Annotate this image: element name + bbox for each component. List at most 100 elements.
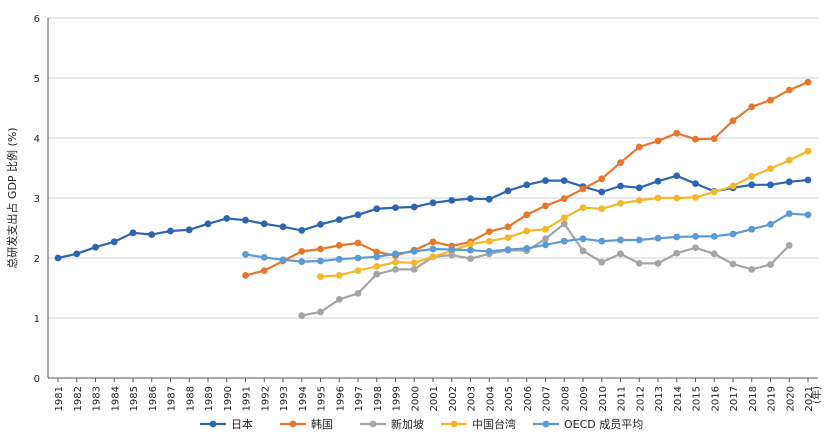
x-tick-label: 1983 xyxy=(92,386,103,411)
x-tick-label: 1994 xyxy=(298,386,309,411)
data-point xyxy=(804,211,812,219)
data-point xyxy=(354,239,362,247)
data-point xyxy=(692,233,699,240)
data-point xyxy=(767,96,774,104)
series-group xyxy=(242,210,812,265)
data-point xyxy=(298,227,306,234)
data-point xyxy=(260,220,268,228)
data-point xyxy=(260,254,268,261)
data-point xyxy=(673,129,681,137)
x-tick-label: 2007 xyxy=(542,386,553,411)
data-point xyxy=(504,234,512,242)
y-tick-label: 5 xyxy=(34,74,40,85)
data-point xyxy=(692,135,699,143)
x-tick-label: 1986 xyxy=(148,386,159,411)
x-tick-label: 2001 xyxy=(429,386,440,411)
data-point xyxy=(673,194,681,202)
data-point xyxy=(542,235,549,243)
data-point xyxy=(317,273,324,280)
data-point xyxy=(298,312,306,319)
data-point xyxy=(335,296,343,303)
data-point xyxy=(167,227,174,235)
data-point xyxy=(804,176,812,184)
data-point xyxy=(485,248,493,255)
data-point xyxy=(410,259,418,267)
legend-label: 韩国 xyxy=(311,417,333,431)
data-point xyxy=(110,238,118,246)
data-point xyxy=(373,253,381,261)
data-point xyxy=(523,181,531,189)
data-point xyxy=(373,270,381,278)
data-point xyxy=(448,197,456,204)
y-axis-title: 总研发支出占 GDP 比例 (%) xyxy=(5,127,19,268)
data-point xyxy=(710,233,718,240)
data-point xyxy=(317,245,324,253)
data-point xyxy=(504,246,512,254)
data-point xyxy=(767,165,774,173)
data-point xyxy=(129,229,137,237)
x-tick-label: 2000 xyxy=(410,386,421,411)
data-point xyxy=(242,272,249,279)
data-point xyxy=(392,204,399,212)
data-point xyxy=(654,234,662,242)
legend-item: 日本 xyxy=(200,417,253,431)
data-point xyxy=(673,233,681,241)
data-point xyxy=(92,243,99,251)
x-tick-label: 1982 xyxy=(73,386,84,411)
data-point xyxy=(654,137,662,145)
data-point xyxy=(598,258,606,266)
x-tick-label: 1996 xyxy=(335,386,346,411)
x-tick-label: 1998 xyxy=(373,386,384,411)
legend-swatch-marker xyxy=(369,420,377,428)
data-point xyxy=(392,258,399,266)
data-point xyxy=(785,86,793,94)
data-point xyxy=(785,156,793,164)
axes: 0 1 2 3 4 5 6 1981 1982 1983 1984 1985 1986 1987 1988 1… xyxy=(5,14,823,411)
data-point xyxy=(785,178,793,186)
data-point xyxy=(504,187,512,195)
data-point xyxy=(523,211,531,219)
data-point xyxy=(523,245,531,252)
data-point xyxy=(467,246,474,254)
data-point xyxy=(673,249,681,257)
data-point xyxy=(523,227,531,235)
data-point xyxy=(335,216,343,224)
data-point xyxy=(298,258,306,265)
legend-label: 日本 xyxy=(231,417,253,431)
data-point xyxy=(579,204,587,212)
data-point xyxy=(729,117,737,124)
data-point xyxy=(654,177,662,185)
x-tick-label: 1993 xyxy=(279,386,290,411)
data-point xyxy=(242,216,249,224)
x-tick-label: 1990 xyxy=(223,386,234,411)
data-point xyxy=(317,221,324,228)
data-point xyxy=(635,184,643,192)
x-tick-label: 1985 xyxy=(129,386,140,411)
x-tick-label: 2006 xyxy=(523,386,534,411)
x-tick-label: 2017 xyxy=(729,386,740,411)
data-point xyxy=(298,248,306,255)
x-tick-label: 2018 xyxy=(748,386,759,411)
data-point xyxy=(635,197,643,204)
data-point xyxy=(617,200,624,207)
data-point xyxy=(373,263,381,270)
data-point xyxy=(748,225,756,233)
data-point xyxy=(617,182,624,190)
series-line xyxy=(245,212,809,263)
x-tick-label: 1988 xyxy=(185,386,196,411)
legend-label: OECD 成员平均 xyxy=(564,418,643,431)
data-point xyxy=(729,260,737,268)
data-point xyxy=(204,220,212,228)
data-point xyxy=(579,247,587,255)
data-point xyxy=(598,175,606,183)
data-point xyxy=(354,254,362,262)
data-point xyxy=(767,261,774,268)
legend: 日本 韩国 新加坡 中国台湾 OECD 成员平均 xyxy=(200,417,643,431)
data-point xyxy=(429,245,437,253)
data-point xyxy=(598,205,606,213)
data-point xyxy=(635,143,643,151)
data-point xyxy=(410,266,418,273)
data-point xyxy=(785,242,793,249)
data-point xyxy=(767,181,774,189)
